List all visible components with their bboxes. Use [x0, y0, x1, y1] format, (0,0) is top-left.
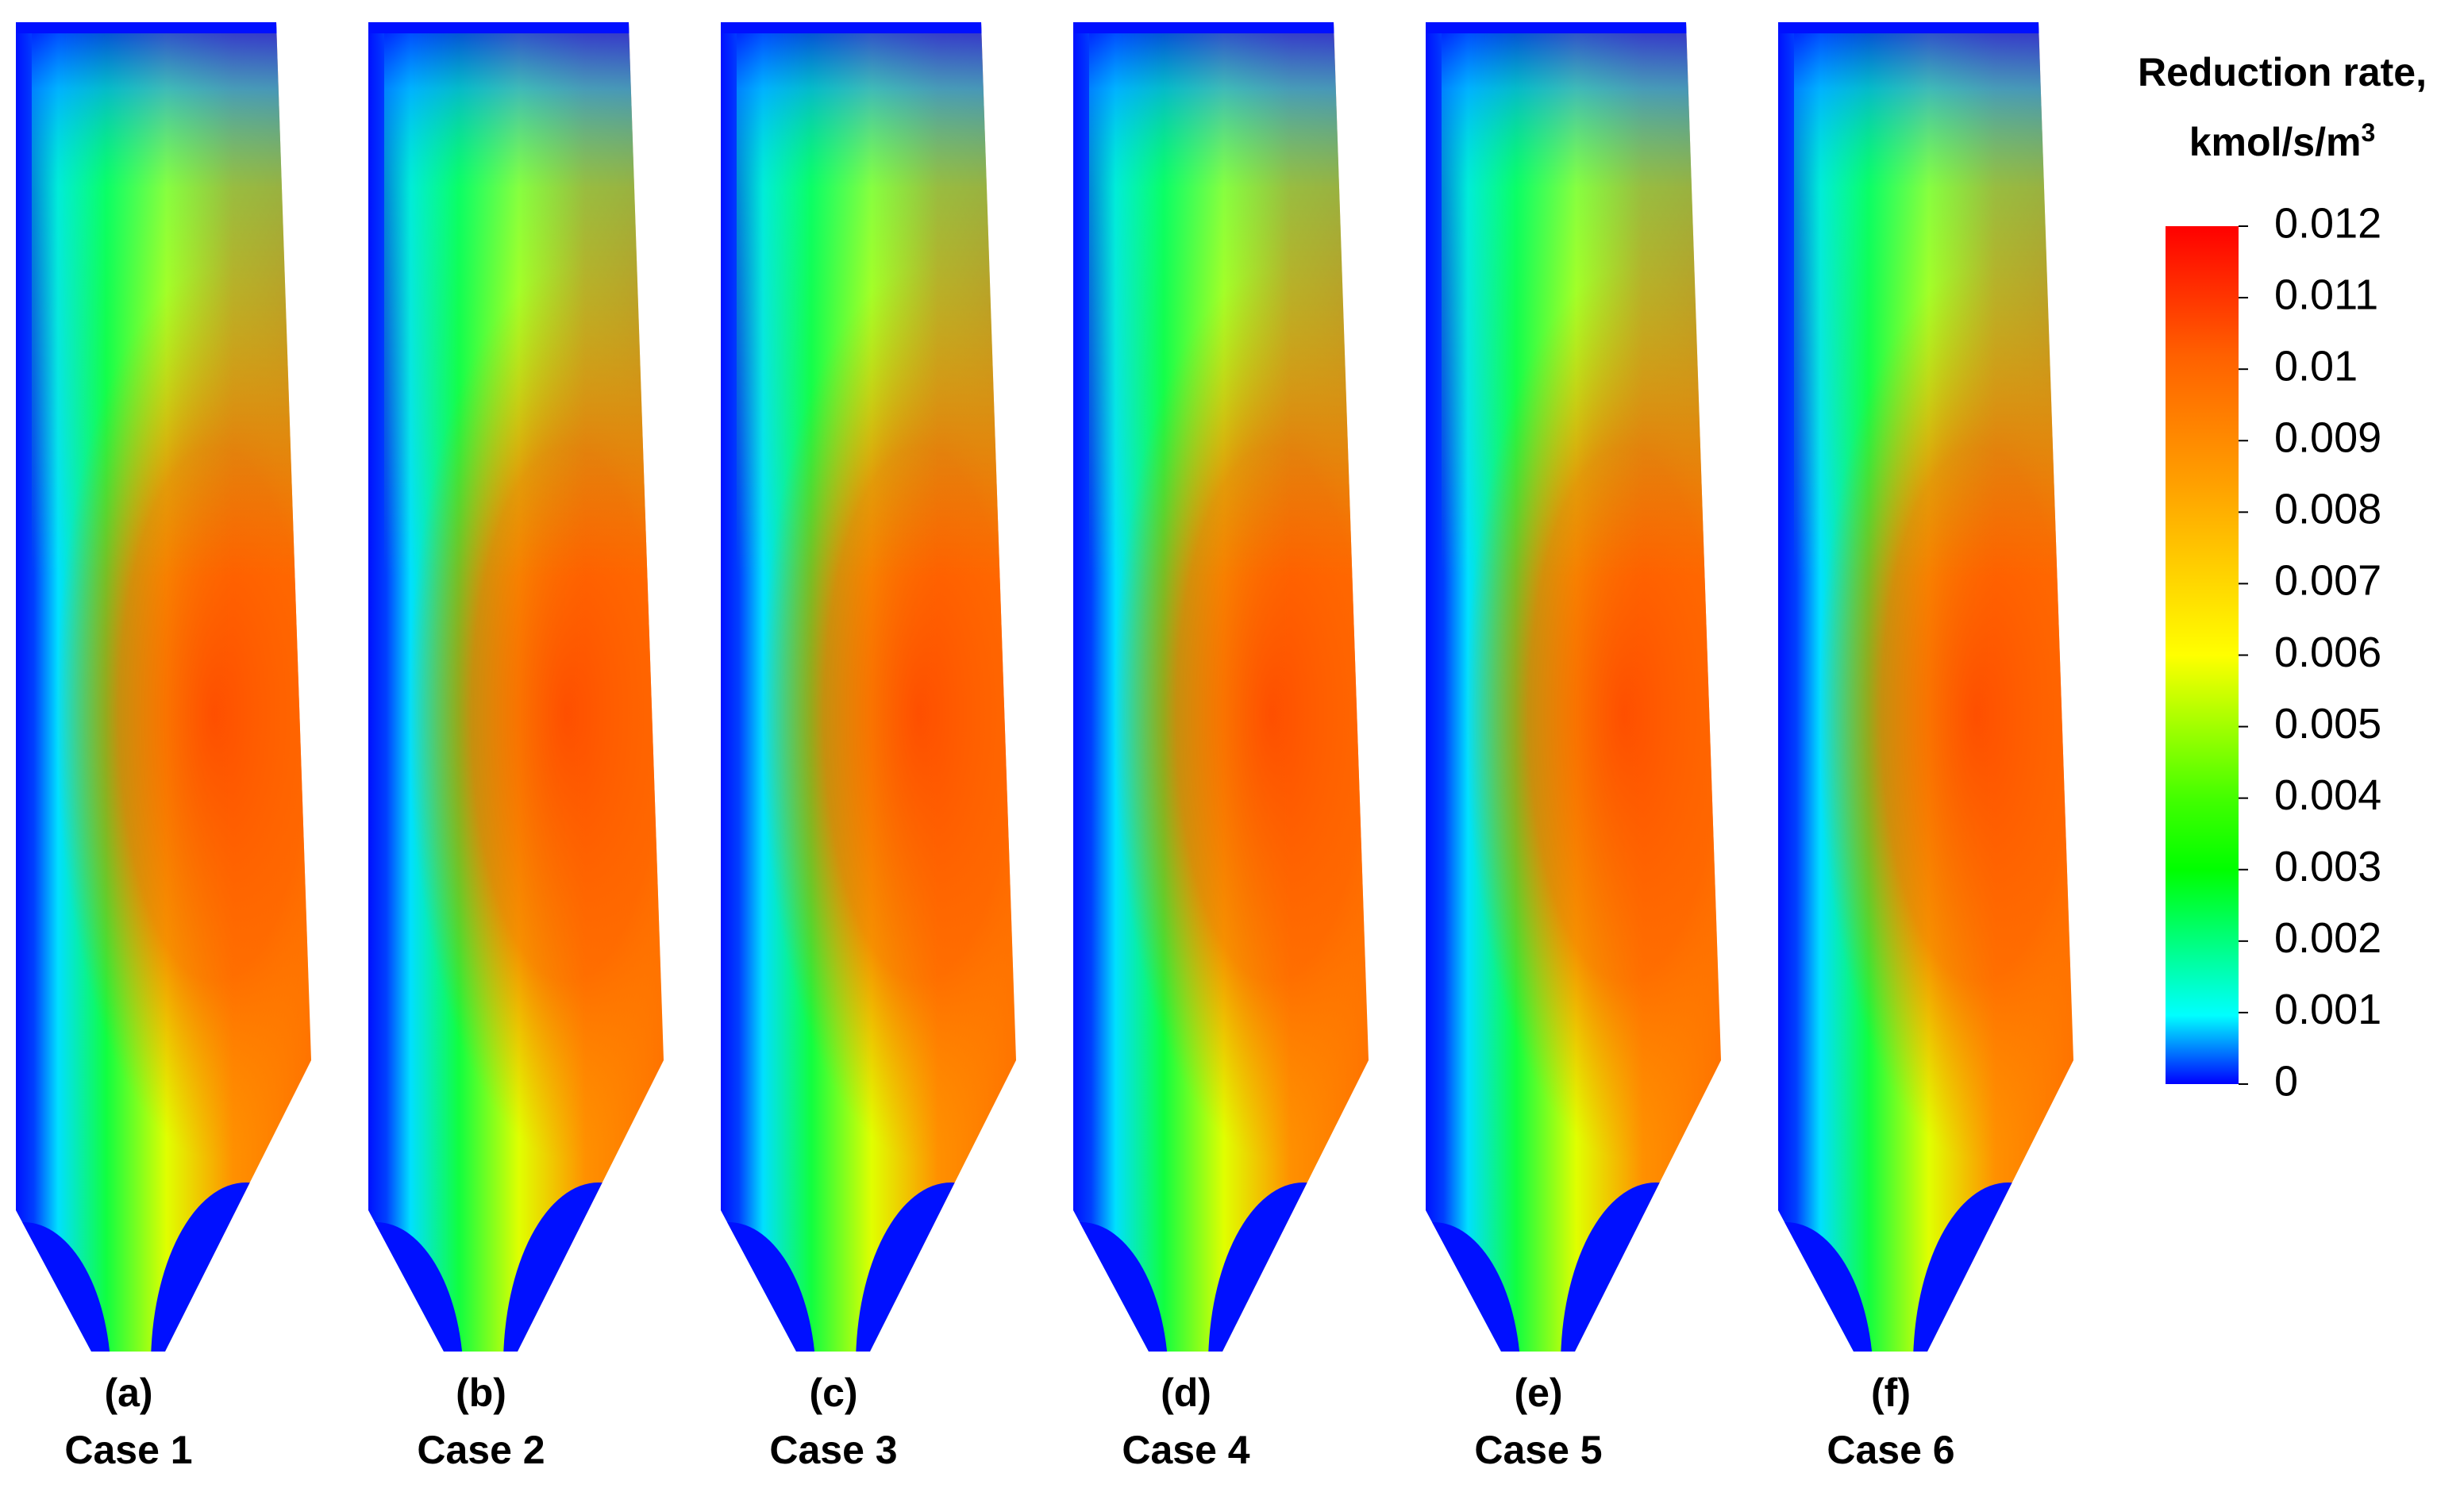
inlet-edge: [721, 22, 1016, 33]
contour-panel: [16, 22, 311, 1352]
top-band: [737, 22, 1016, 578]
tick-label: 0.004: [2274, 771, 2381, 819]
top-band: [32, 22, 311, 578]
inlet-edge: [368, 22, 664, 33]
colorbar-title: Reduction rate,: [2138, 50, 2427, 94]
tick-label: 0.012: [2274, 199, 2381, 247]
tick-label: 0: [2274, 1057, 2298, 1105]
bottom-wedge: [721, 1222, 816, 1352]
panel-case: Case 4: [1122, 1428, 1249, 1472]
top-band: [1442, 22, 1721, 578]
contour-panel: [721, 22, 1016, 1352]
inlet-edge: [16, 22, 311, 33]
colorbar-unit: kmol/s/m3: [2189, 118, 2376, 164]
tick-label: 0.01: [2274, 342, 2358, 390]
bottom-wedge: [368, 1222, 464, 1352]
panel-case: Case 1: [64, 1428, 192, 1472]
contour-panel: [1073, 22, 1369, 1352]
bottom-wedge: [1073, 1222, 1168, 1352]
panel-label: (b): [456, 1371, 506, 1415]
top-band: [1089, 22, 1369, 578]
unit-sup: 3: [2361, 118, 2375, 147]
panel-case: Case 2: [417, 1428, 545, 1472]
tick-label: 0.002: [2274, 914, 2381, 962]
tick-label: 0.011: [2274, 271, 2378, 318]
tick-label: 0.008: [2274, 486, 2381, 533]
top-band: [1794, 22, 2073, 578]
tick-label: 0.009: [2274, 414, 2381, 462]
tick-label: 0.005: [2274, 700, 2381, 748]
contour-panel: [1778, 22, 2073, 1352]
colorbar: Reduction rate, kmol/s/m3 0.012 0.011 0.01…: [2138, 50, 2427, 1105]
panel-label: (e): [1514, 1371, 1562, 1415]
bottom-wedge: [1778, 1222, 1873, 1352]
unit-text: kmol/s/m: [2189, 120, 2362, 164]
panel-label: (a): [104, 1371, 152, 1415]
bottom-wedge: [16, 1222, 111, 1352]
contour-panel: [368, 22, 664, 1352]
inlet-edge: [1778, 22, 2073, 33]
panel-label: (d): [1161, 1371, 1211, 1415]
tick-label: 0.006: [2274, 629, 2381, 676]
panel-label: (f): [1871, 1371, 1911, 1415]
inlet-edge: [1073, 22, 1369, 33]
colorbar-scale: [2166, 226, 2239, 1084]
panel-label: (c): [809, 1371, 857, 1415]
panels: [16, 22, 2073, 1352]
panel-case: Case 5: [1474, 1428, 1602, 1472]
panel-case: Case 3: [769, 1428, 897, 1472]
bottom-wedge: [1426, 1222, 1521, 1352]
tick-label: 0.001: [2274, 986, 2381, 1033]
top-band: [384, 22, 664, 578]
panel-case: Case 6: [1827, 1428, 1954, 1472]
tick-label: 0.007: [2274, 557, 2381, 605]
contour-panel: [1426, 22, 1721, 1352]
tick-label: 0.003: [2274, 843, 2381, 890]
inlet-edge: [1426, 22, 1721, 33]
